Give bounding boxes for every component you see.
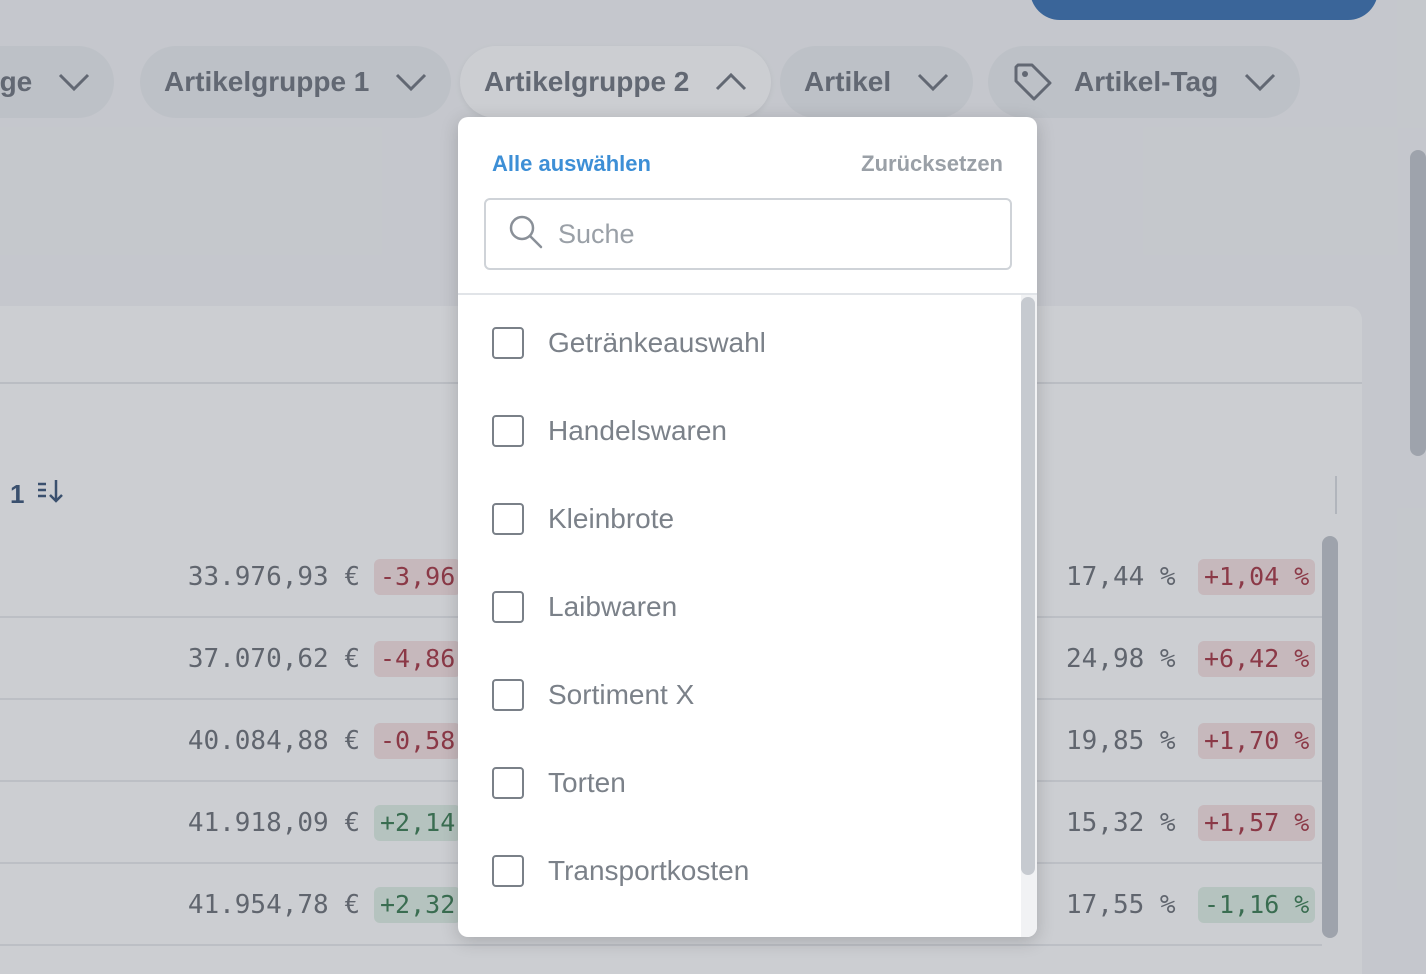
checkbox[interactable] (492, 591, 524, 623)
table-row[interactable]: 41.954,78 € +2,32 17,55 % -1,16 % (0, 864, 1322, 946)
filter-chip-artikelgruppe-2[interactable]: Artikelgruppe 2 (460, 46, 772, 118)
chevron-down-icon (58, 72, 90, 92)
revenue-value: 37.070,62 € (187, 644, 360, 674)
row-divider (0, 944, 1322, 946)
primary-action-button[interactable] (1030, 0, 1378, 20)
option-label: Transportkosten (548, 855, 750, 886)
filter-chip-label: Artikel-Tag (1074, 66, 1219, 97)
option-item[interactable]: Kleinbrote (492, 499, 674, 539)
chevron-down-icon (917, 72, 949, 92)
divider (458, 293, 1037, 295)
option-label: Torten (548, 767, 626, 798)
dropdown-scrollbar-thumb[interactable] (1021, 297, 1035, 875)
revenue-value: 41.918,09 € (187, 808, 360, 838)
checkbox[interactable] (492, 679, 524, 711)
option-item[interactable]: Transportkosten (492, 851, 749, 891)
percent-value: 17,44 % (1066, 562, 1176, 592)
table-row[interactable]: 33.976,93 € -3,96 17,44 % +1,04 % (0, 536, 1322, 618)
table-scrollbar[interactable] (1322, 536, 1338, 938)
column-resize-handle[interactable] (1335, 476, 1337, 514)
filter-dropdown-artikelgruppe-2: Alle auswählen Zurücksetzen Getränkeausw… (458, 117, 1037, 937)
change-badge: -4,86 (374, 641, 462, 677)
checkbox[interactable] (492, 855, 524, 887)
change-badge: +2,14 (374, 805, 462, 841)
column-header-label: 1 (10, 479, 25, 509)
revenue-value: 40.084,88 € (187, 726, 360, 756)
option-item[interactable]: Laibwaren (492, 587, 677, 627)
tag-icon (1012, 61, 1054, 103)
percent-change-badge: -1,16 % (1198, 887, 1316, 923)
table-column-header[interactable]: 1 (10, 478, 66, 511)
filter-chip-age[interactable]: age (0, 46, 115, 118)
filter-chip-artikel[interactable]: Artikel (780, 46, 974, 118)
checkbox[interactable] (492, 503, 524, 535)
page-scrollbar[interactable] (1410, 150, 1426, 456)
percent-value: 24,98 % (1066, 644, 1176, 674)
option-item[interactable]: Getränkeauswahl (492, 323, 766, 363)
filter-chip-artikelgruppe-1[interactable]: Artikelgruppe 1 (140, 46, 452, 118)
option-label: Laibwaren (548, 591, 678, 622)
chevron-down-icon (395, 72, 427, 92)
dropdown-actions: Alle auswählen Zurücksetzen (492, 147, 1003, 181)
option-item[interactable]: Sortiment X (492, 675, 694, 715)
percent-change-badge: +1,04 % (1198, 559, 1316, 595)
percent-change-badge: +1,70 % (1198, 723, 1316, 759)
filter-chip-label: Artikelgruppe 2 (484, 66, 690, 97)
option-item[interactable]: Torten (492, 763, 626, 803)
percent-change-badge: +1,57 % (1198, 805, 1316, 841)
filter-chip-label: Artikel (804, 66, 892, 97)
revenue-value: 41.954,78 € (187, 890, 360, 920)
search-input[interactable] (558, 218, 978, 250)
search-icon (508, 214, 544, 255)
option-item[interactable]: Handelswaren (492, 411, 727, 451)
percent-value: 19,85 % (1066, 726, 1176, 756)
percent-change-badge: +6,42 % (1198, 641, 1316, 677)
checkbox[interactable] (492, 415, 524, 447)
percent-value: 15,32 % (1066, 808, 1176, 838)
chevron-down-icon (1244, 72, 1276, 92)
sort-descending-icon (36, 478, 66, 511)
percent-value: 17,55 % (1066, 890, 1176, 920)
change-badge: +2,32 (374, 887, 462, 923)
search-field[interactable] (484, 198, 1012, 270)
filter-chip-label: age (0, 66, 33, 97)
revenue-value: 33.976,93 € (187, 562, 360, 592)
select-all-link[interactable]: Alle auswählen (492, 151, 651, 176)
change-badge: -0,58 (374, 723, 462, 759)
option-label: Handelswaren (548, 415, 727, 446)
option-list: Getränkeauswahl Handelswaren Kleinbrote … (458, 295, 1021, 937)
option-label: Sortiment X (548, 679, 695, 710)
filter-chip-label: Artikelgruppe 1 (164, 66, 370, 97)
reset-link[interactable]: Zurücksetzen (861, 151, 1003, 176)
option-label: Getränkeauswahl (548, 327, 766, 358)
checkbox[interactable] (492, 767, 524, 799)
option-label: Kleinbrote (548, 503, 675, 534)
filter-chip-artikel-tag[interactable]: Artikel-Tag (988, 46, 1301, 118)
checkbox[interactable] (492, 327, 524, 359)
change-badge: -3,96 (374, 559, 462, 595)
chevron-up-icon (715, 72, 747, 92)
